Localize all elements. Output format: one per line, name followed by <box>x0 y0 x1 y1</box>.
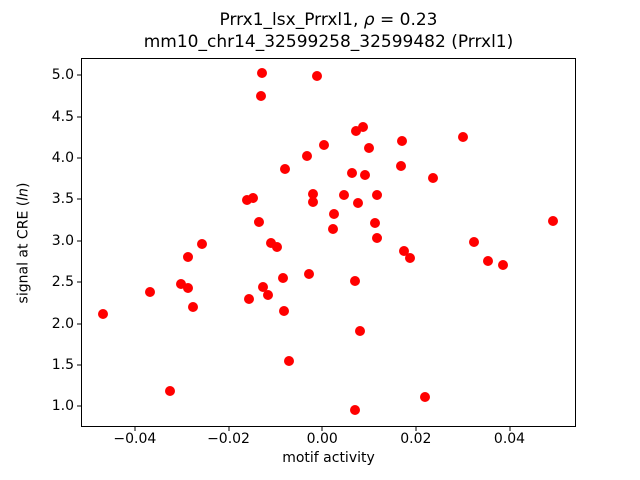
data-point <box>279 306 290 317</box>
data-point <box>369 218 380 229</box>
data-point <box>497 259 508 270</box>
x-tick-mark <box>415 427 417 431</box>
y-tick-mark <box>77 364 81 366</box>
y-tick-mark <box>77 116 81 118</box>
data-point <box>458 131 469 142</box>
data-point <box>358 121 369 132</box>
data-point <box>364 143 375 154</box>
data-point <box>352 197 363 208</box>
y-tick-mark <box>77 240 81 242</box>
data-point <box>354 326 365 337</box>
data-point <box>256 67 267 78</box>
data-point <box>255 91 266 102</box>
data-point <box>371 189 382 200</box>
x-tick-label: 0.04 <box>493 431 526 447</box>
y-tick-label: 1.5 <box>51 356 74 373</box>
x-axis-label: motif activity <box>282 450 375 466</box>
data-point <box>301 150 312 161</box>
data-point <box>176 278 187 289</box>
x-tick-label: 0.02 <box>400 431 432 447</box>
data-point <box>196 239 207 250</box>
x-tick-label: −0.04 <box>113 431 157 447</box>
data-point <box>188 302 199 313</box>
data-point <box>398 245 409 256</box>
y-tick-label: 3.5 <box>51 191 74 208</box>
y-tick-mark <box>77 157 81 159</box>
data-point <box>347 168 358 178</box>
title-text-suffix: = 0.23 <box>374 10 438 30</box>
x-tick-label: 0.00 <box>306 431 338 447</box>
y-tick-label: 4.0 <box>51 150 74 167</box>
y-tick-mark <box>77 281 81 283</box>
y-tick-mark <box>77 405 81 407</box>
data-point <box>372 232 383 243</box>
data-point <box>258 282 269 293</box>
y-tick-mark <box>77 323 81 325</box>
data-point <box>339 190 350 201</box>
data-point <box>241 195 252 206</box>
data-point <box>319 139 330 150</box>
data-point <box>279 163 290 174</box>
data-point <box>427 172 438 183</box>
data-point <box>243 293 254 304</box>
x-tick-label: −0.02 <box>207 431 250 447</box>
data-point <box>308 196 319 207</box>
data-point <box>328 208 339 219</box>
data-point <box>247 192 258 203</box>
data-point <box>404 253 415 264</box>
y-axis-label-italic: ln <box>15 187 32 201</box>
data-point <box>271 242 282 253</box>
data-point <box>144 287 155 298</box>
title-text-prefix: Prrx1_lsx_Prrxl1, <box>219 10 364 30</box>
x-tick-mark <box>509 427 510 431</box>
y-tick-label: 5.0 <box>51 67 74 84</box>
data-point <box>262 290 273 301</box>
y-tick-label: 1.0 <box>51 398 74 415</box>
chart-title: Prrx1_lsx_Prrxl1, ρ = 0.23 mm10_chr14_32… <box>81 9 576 53</box>
y-tick-label: 2.5 <box>51 274 74 291</box>
data-point <box>254 216 265 227</box>
data-point <box>359 170 370 181</box>
data-point <box>266 238 277 249</box>
x-tick-mark <box>321 427 323 431</box>
data-point <box>328 224 339 235</box>
data-point <box>397 135 408 146</box>
data-point <box>482 255 493 266</box>
data-point <box>395 160 406 171</box>
chart-title-line2: mm10_chr14_32599258_32599482 (Prrxl1) <box>143 32 514 52</box>
data-point <box>419 392 430 403</box>
y-tick-label: 4.5 <box>51 108 74 125</box>
data-point <box>308 188 319 199</box>
title-rho-symbol: ρ <box>363 10 375 30</box>
y-tick-label: 2.0 <box>51 315 74 332</box>
y-axis-label-suffix: ) <box>15 182 32 188</box>
x-tick-mark <box>228 427 230 431</box>
data-point <box>98 308 109 319</box>
y-axis-label-prefix: signal at CRE ( <box>15 200 32 303</box>
data-point <box>182 252 193 263</box>
data-point <box>351 125 362 136</box>
x-tick-mark <box>134 427 136 431</box>
data-point <box>284 355 295 366</box>
data-point <box>183 283 194 293</box>
y-tick-mark <box>77 74 81 76</box>
data-point <box>303 268 314 279</box>
data-point <box>350 276 361 287</box>
y-tick-label: 3.0 <box>51 232 74 249</box>
plot-area <box>81 58 576 427</box>
chart-title-line1: Prrx1_lsx_Prrxl1, ρ = 0.23 <box>81 9 576 31</box>
data-point <box>548 215 559 226</box>
data-point <box>277 273 288 284</box>
data-point <box>165 385 176 396</box>
y-axis-label: signal at CRE (ln) <box>8 58 38 427</box>
data-point <box>468 236 479 247</box>
data-point <box>312 71 323 82</box>
data-point <box>350 404 361 415</box>
y-tick-mark <box>77 198 81 200</box>
